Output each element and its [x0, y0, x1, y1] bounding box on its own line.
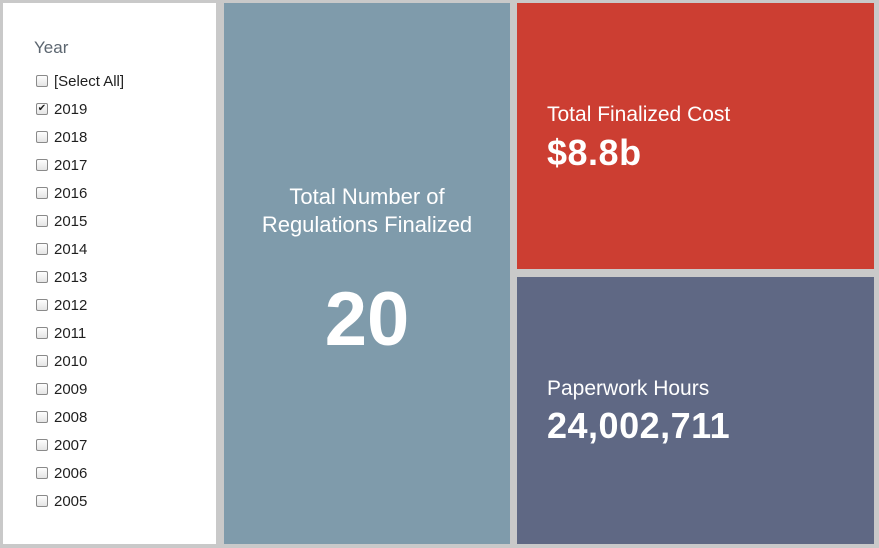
- year-option-label: 2018: [54, 128, 88, 146]
- year-option[interactable]: 2018: [36, 123, 124, 151]
- checkbox-unchecked-icon[interactable]: [36, 467, 48, 479]
- year-list: [Select All] ✔ 2019 2018 2017 2016 2015 2014 201…: [36, 67, 124, 515]
- checkbox-unchecked-icon[interactable]: [36, 159, 48, 171]
- year-option[interactable]: 2007: [36, 431, 124, 459]
- checkbox-unchecked-icon[interactable]: [36, 327, 48, 339]
- year-option[interactable]: 2006: [36, 459, 124, 487]
- checkbox-unchecked-icon[interactable]: [36, 271, 48, 283]
- checkbox-unchecked-icon[interactable]: [36, 299, 48, 311]
- year-option-label: 2011: [54, 324, 87, 342]
- year-option[interactable]: 2012: [36, 291, 124, 319]
- year-option[interactable]: 2010: [36, 347, 124, 375]
- year-option[interactable]: 2016: [36, 179, 124, 207]
- year-option[interactable]: 2008: [36, 403, 124, 431]
- year-option[interactable]: 2011: [36, 319, 124, 347]
- year-option-label: 2006: [54, 464, 88, 482]
- year-option-label: 2009: [54, 380, 88, 398]
- year-option-label: 2005: [54, 492, 88, 510]
- paperwork-hours-value: 24,002,711: [547, 405, 731, 446]
- year-option[interactable]: 2013: [36, 263, 124, 291]
- checkbox-unchecked-icon[interactable]: [36, 243, 48, 255]
- checkbox-unchecked-icon[interactable]: [36, 355, 48, 367]
- checkbox-unchecked-icon[interactable]: [36, 495, 48, 507]
- year-option-label: [Select All]: [54, 72, 125, 90]
- checkbox-unchecked-icon[interactable]: [36, 439, 48, 451]
- year-option[interactable]: 2015: [36, 207, 124, 235]
- year-option[interactable]: ✔ 2019: [36, 95, 124, 123]
- checkbox-unchecked-icon[interactable]: [36, 75, 48, 87]
- regulations-card: Total Number of Regulations Finalized 20: [224, 3, 510, 544]
- checkbox-unchecked-icon[interactable]: [36, 383, 48, 395]
- year-option-label: 2019: [54, 100, 88, 118]
- year-option[interactable]: 2005: [36, 487, 124, 515]
- year-option[interactable]: [Select All]: [36, 67, 124, 95]
- year-option[interactable]: 2017: [36, 151, 124, 179]
- year-option-label: 2012: [54, 296, 88, 314]
- paperwork-hours-card: Paperwork Hours 24,002,711: [517, 277, 874, 544]
- year-filter-panel: Year [Select All] ✔ 2019 2018 2017 2016 2015 20…: [3, 3, 216, 544]
- checkbox-unchecked-icon[interactable]: [36, 411, 48, 423]
- year-option-label: 2007: [54, 436, 88, 454]
- year-filter-title: Year: [34, 38, 69, 57]
- year-option[interactable]: 2009: [36, 375, 124, 403]
- checkbox-unchecked-icon[interactable]: [36, 187, 48, 199]
- year-option-label: 2013: [54, 268, 88, 286]
- cost-label: Total Finalized Cost: [547, 103, 731, 126]
- regulations-label: Total Number of Regulations Finalized: [261, 184, 473, 237]
- regulations-value: 20: [324, 277, 410, 362]
- year-option-label: 2008: [54, 408, 88, 426]
- paperwork-hours-label: Paperwork Hours: [547, 377, 710, 400]
- year-option[interactable]: 2014: [36, 235, 124, 263]
- cost-value: $8.8b: [547, 132, 642, 173]
- cost-card: Total Finalized Cost $8.8b: [517, 3, 874, 269]
- year-option-label: 2016: [54, 184, 88, 202]
- year-option-label: 2017: [54, 156, 88, 174]
- year-option-label: 2015: [54, 212, 88, 230]
- checkbox-unchecked-icon[interactable]: [36, 215, 48, 227]
- checkbox-unchecked-icon[interactable]: [36, 131, 48, 143]
- year-option-label: 2014: [54, 240, 88, 258]
- year-option-label: 2010: [54, 352, 88, 370]
- checkbox-checked-icon[interactable]: ✔: [36, 103, 48, 115]
